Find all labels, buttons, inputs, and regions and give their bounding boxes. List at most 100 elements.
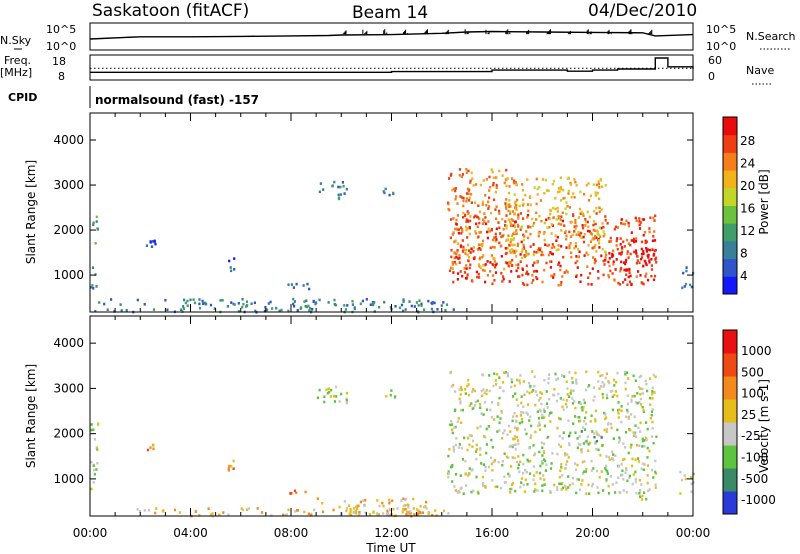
scatter-cell — [648, 396, 652, 400]
scatter-cell — [503, 371, 506, 374]
scatter-cell — [602, 273, 605, 277]
scatter-cell — [574, 227, 577, 231]
scatter-cell — [515, 208, 518, 212]
scatter-cell — [565, 246, 568, 249]
scatter-cell — [560, 281, 563, 284]
scatter-cell — [461, 196, 464, 199]
scatter-cell — [572, 389, 575, 392]
scatter-cell — [451, 261, 454, 264]
scatter-cell — [468, 249, 471, 252]
scatter-cell — [624, 381, 627, 385]
scatter-cell — [560, 215, 563, 218]
scatter-cell — [562, 197, 565, 200]
scatter-cell — [593, 209, 596, 213]
scatter-cell — [519, 414, 522, 417]
scatter-cell — [529, 232, 532, 236]
scatter-cell — [413, 305, 416, 308]
scatter-cell — [445, 303, 449, 306]
scatter-cell — [595, 236, 598, 239]
scatter-cell — [596, 486, 599, 489]
scatter-cell — [95, 285, 98, 288]
scatter-cell — [654, 472, 658, 475]
scatter-cell — [602, 230, 605, 233]
scatter-cell — [430, 301, 433, 305]
scatter-cell — [479, 183, 482, 187]
scatter-cell — [611, 483, 614, 486]
scatter-cell — [548, 397, 551, 401]
scatter-cell — [609, 269, 612, 273]
scatter-cell — [535, 218, 538, 221]
scatter-cell — [551, 452, 554, 455]
scatter-cell — [602, 259, 605, 263]
scatter-cell — [459, 244, 463, 247]
scatter-cell — [209, 513, 213, 516]
scatter-cell — [316, 497, 319, 501]
scatter-cell — [318, 190, 321, 194]
scatter-cell — [96, 228, 99, 231]
scatter-cell — [576, 416, 579, 419]
scatter-cell — [461, 239, 464, 242]
scatter-cell — [245, 305, 248, 308]
scatter-cell — [448, 208, 451, 212]
scatter-cell — [538, 423, 541, 427]
scatter-cell — [545, 402, 549, 405]
scatter-cell — [509, 212, 512, 215]
scatter-cell — [352, 507, 356, 510]
scatter-cell — [409, 510, 412, 513]
scatter-cell — [511, 258, 514, 262]
scatter-cell — [563, 453, 567, 457]
scatter-cell — [405, 513, 408, 516]
scatter-cell — [575, 468, 578, 471]
scatter-cell — [483, 463, 486, 466]
scatter-cell — [639, 387, 642, 390]
scatter-cell — [450, 255, 453, 259]
scatter-cell — [574, 221, 577, 225]
freq-left-tick-top: 18 — [52, 55, 66, 68]
scatter-cell — [233, 257, 236, 260]
scatter-cell — [627, 242, 630, 245]
scatter-cell — [639, 393, 642, 396]
scatter-cell — [507, 218, 510, 221]
scatter-cell — [651, 248, 654, 251]
scatter-cell — [92, 221, 95, 225]
scatter-cell — [333, 180, 336, 184]
scatter-cell — [591, 267, 594, 270]
scatter-cell — [648, 449, 651, 453]
scatter-cell — [604, 215, 607, 218]
scatter-cell — [94, 273, 97, 276]
scatter-cell — [92, 223, 95, 226]
scatter-cell — [351, 299, 354, 303]
scatter-cell — [486, 274, 489, 277]
scatter-cell — [353, 307, 356, 311]
scatter-cell — [383, 191, 386, 195]
scatter-cell — [507, 234, 510, 238]
scatter-cell — [198, 302, 201, 306]
scatter-cell — [559, 264, 562, 268]
scatter-cell — [652, 278, 656, 282]
scatter-cell — [569, 242, 572, 245]
scatter-cell — [593, 395, 596, 399]
scatter-cell — [345, 401, 348, 405]
scatter-cell — [453, 260, 456, 264]
freq-left-tick-bottom: 8 — [58, 70, 65, 83]
scatter-cell — [527, 252, 530, 256]
scatter-cell — [450, 465, 453, 469]
scatter-cell — [586, 210, 589, 214]
scatter-cell — [516, 404, 519, 407]
scatter-cell — [637, 385, 641, 389]
scatter-cell — [345, 187, 348, 191]
scatter-cell — [498, 169, 501, 173]
scatter-cell — [337, 197, 341, 201]
scatter-cell — [633, 394, 636, 398]
freq-label-line1: Freq. — [4, 54, 31, 67]
scatter-cell — [456, 249, 459, 252]
scatter-cell — [643, 439, 646, 442]
scatter-cell — [521, 282, 525, 285]
scatter-cell — [464, 214, 467, 218]
scatter-cell — [575, 382, 578, 385]
scatter-cell — [467, 383, 470, 386]
scatter-cell — [612, 260, 615, 263]
scatter-cell — [90, 285, 93, 289]
scatter-cell — [95, 220, 98, 223]
